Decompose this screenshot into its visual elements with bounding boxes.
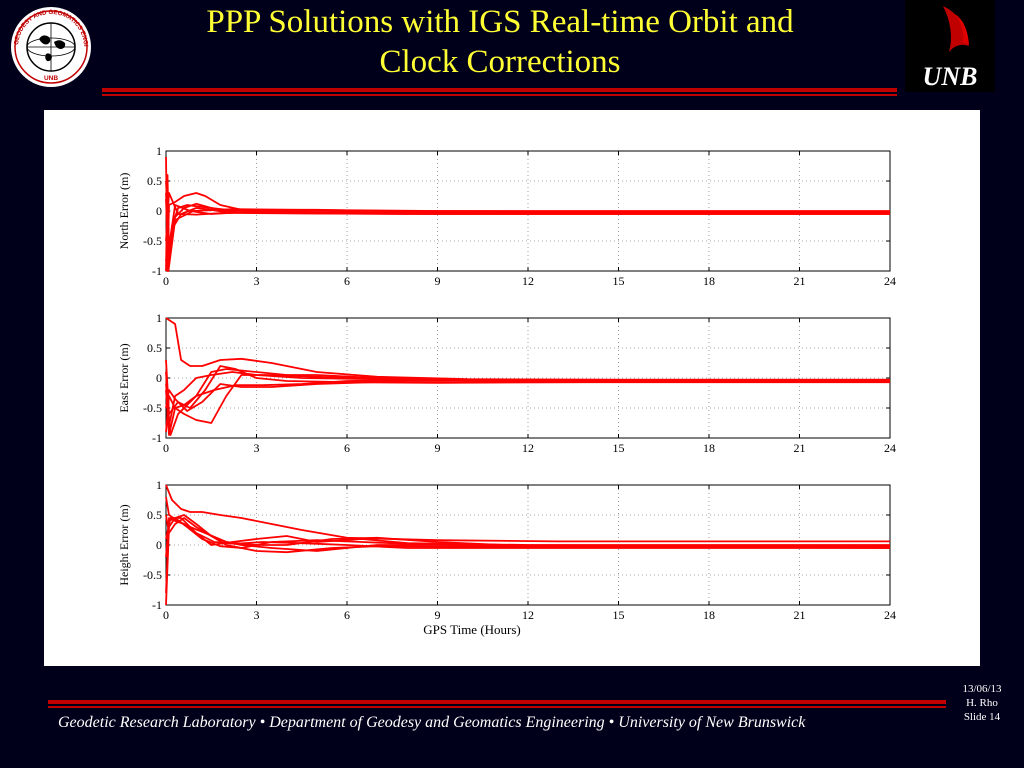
x-tick-label: 9 — [435, 441, 441, 455]
y-tick-label: -1 — [152, 264, 162, 278]
x-tick-label: 3 — [254, 274, 260, 288]
x-tick-label: 6 — [344, 608, 350, 622]
x-tick-label: 12 — [522, 274, 534, 288]
series-line — [165, 484, 890, 543]
x-tick-label: 0 — [163, 608, 169, 622]
y-tick-label: -0.5 — [143, 568, 162, 582]
y-axis-label: Height Error (m) — [117, 504, 131, 585]
x-tick-label: 24 — [884, 441, 896, 455]
slide-date: 13/06/13 — [962, 683, 1002, 695]
x-tick-label: 18 — [703, 608, 715, 622]
header-rule-thin — [102, 94, 897, 96]
x-tick-label: 0 — [163, 441, 169, 455]
y-tick-label: 0.5 — [147, 174, 162, 188]
x-tick-label: 21 — [794, 274, 806, 288]
y-tick-label: 0.5 — [147, 341, 162, 355]
x-tick-label: 24 — [884, 608, 896, 622]
slide-info: 13/06/13 H. Rho Slide 14 — [950, 682, 1014, 724]
y-tick-label: -0.5 — [143, 401, 162, 415]
series-line — [165, 368, 890, 436]
error-charts: 0 3 6 9 12 15 18 21 24 1 0.5 0 -0.5 -1 North Error (m)… — [117, 144, 896, 637]
y-tick-label: 1 — [156, 311, 162, 325]
slide-number: Slide 14 — [963, 711, 1001, 723]
y-tick-label: 0 — [156, 538, 162, 552]
y-tick-label: 0.5 — [147, 508, 162, 522]
series-line — [165, 192, 890, 242]
y-tick-label: 1 — [156, 478, 162, 492]
unb-logo: UNB — [905, 0, 995, 92]
x-tick-label: 15 — [613, 608, 625, 622]
x-axis-label: GPS Time (Hours) — [423, 622, 521, 637]
series-line — [165, 198, 890, 272]
slide-author: H. Rho — [966, 697, 998, 709]
y-axis-label: East Error (m) — [117, 343, 131, 412]
x-tick-label: 24 — [884, 274, 896, 288]
y-tick-label: -1 — [152, 431, 162, 445]
geodesy-logo: GEODESY AND GEOMATICS ENGINEERING UNB — [10, 6, 91, 87]
unb-sail-icon: UNB — [923, 6, 978, 91]
y-tick-label: -0.5 — [143, 234, 162, 248]
y-tick-label: 0 — [156, 371, 162, 385]
header-rule — [102, 88, 897, 92]
x-tick-label: 15 — [613, 274, 625, 288]
y-tick-label: 1 — [156, 144, 162, 158]
series-line — [165, 517, 890, 594]
series-line — [165, 517, 890, 549]
x-tick-label: 12 — [522, 608, 534, 622]
y-tick-label: -1 — [152, 598, 162, 612]
x-tick-label: 18 — [703, 274, 715, 288]
unb-logo-text: UNB — [923, 62, 978, 91]
x-tick-label: 18 — [703, 441, 715, 455]
series-line — [165, 378, 890, 436]
footer-rule — [48, 700, 946, 704]
x-tick-label: 21 — [794, 441, 806, 455]
title-line-1: PPP Solutions with IGS Real-time Orbit a… — [206, 4, 794, 40]
y-axis-label: North Error (m) — [117, 173, 131, 250]
x-tick-label: 3 — [254, 608, 260, 622]
x-tick-label: 9 — [435, 274, 441, 288]
y-tick-label: 0 — [156, 204, 162, 218]
title-line-2: Clock Corrections — [379, 44, 621, 80]
x-tick-label: 15 — [613, 441, 625, 455]
x-tick-label: 0 — [163, 274, 169, 288]
footer-rule-thin — [48, 706, 946, 708]
slide-title: PPP Solutions with IGS Real-time Orbit a… — [130, 2, 870, 82]
x-tick-label: 12 — [522, 441, 534, 455]
x-tick-label: 3 — [254, 441, 260, 455]
x-tick-label: 9 — [435, 608, 441, 622]
footer-text: Geodetic Research Laboratory • Departmen… — [58, 714, 806, 731]
x-tick-label: 6 — [344, 274, 350, 288]
logo-bottom-text: UNB — [44, 75, 58, 82]
x-tick-label: 6 — [344, 441, 350, 455]
x-tick-label: 21 — [794, 608, 806, 622]
chart-panel: 0 3 6 9 12 15 18 21 24 1 0.5 0 -0.5 -1 North Error (m)… — [44, 110, 980, 666]
